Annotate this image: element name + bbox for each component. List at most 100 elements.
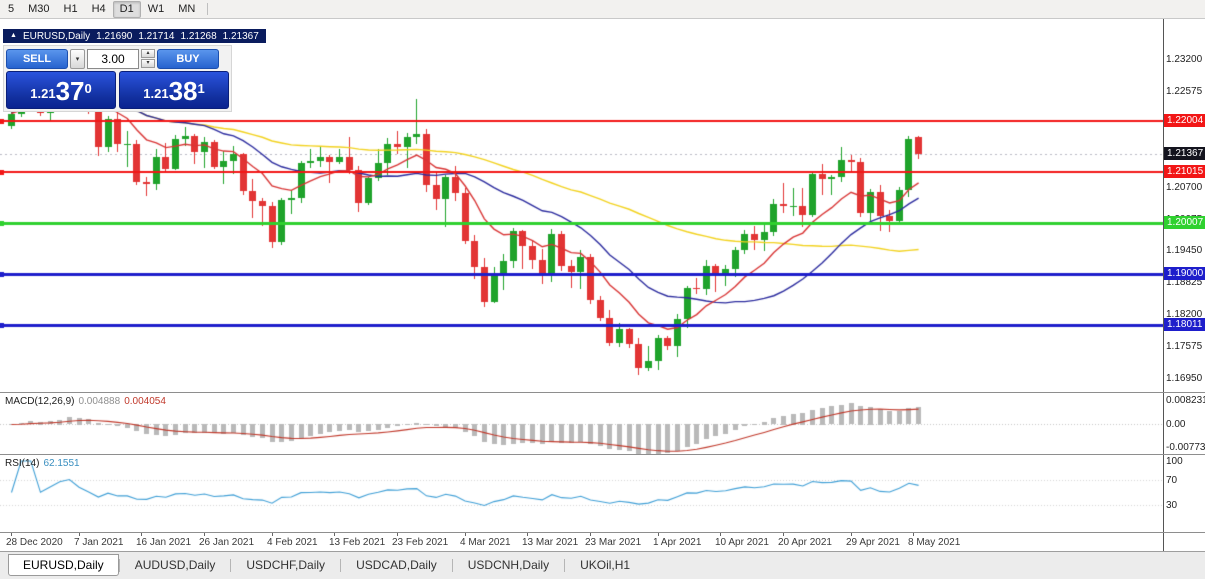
buy-price-pips: 38 xyxy=(168,76,198,106)
macd-axis-tick: 0.008231 xyxy=(1166,395,1205,406)
rsi-axis-tick: 100 xyxy=(1166,456,1183,467)
level-price-tag: 1.19000 xyxy=(1164,267,1205,280)
rsi-axis-tick: 30 xyxy=(1166,500,1178,511)
ohlc-low: 1.21268 xyxy=(180,30,217,42)
tab-separator xyxy=(564,559,566,572)
tab-separator xyxy=(340,559,342,572)
date-label: 28 Dec 2020 xyxy=(6,537,63,548)
sell-price-button[interactable]: 1.21 37 0 xyxy=(6,71,116,109)
price-axis-tick: 1.23200 xyxy=(1166,54,1203,65)
volume-decrease-button[interactable]: ▾ xyxy=(141,59,155,68)
tab-separator xyxy=(230,559,232,572)
level-price-tag: 1.20007 xyxy=(1164,216,1205,229)
date-label: 8 May 2021 xyxy=(908,537,961,548)
buy-price-button[interactable]: 1.21 38 1 xyxy=(119,71,229,109)
ohlc-close: 1.21367 xyxy=(222,30,259,42)
macd-main-value: 0.004888 xyxy=(78,396,121,407)
timeframe-button-mn[interactable]: MN xyxy=(178,2,196,15)
tab-separator xyxy=(118,559,120,572)
chart-tab-eurusd[interactable]: EURUSD,Daily xyxy=(8,554,119,576)
date-tick xyxy=(527,533,528,536)
date-tick xyxy=(658,533,659,536)
price-axis-tick: 1.18200 xyxy=(1166,309,1203,320)
buy-button[interactable]: BUY xyxy=(157,48,219,69)
timeframe-button-d1[interactable]: D1 xyxy=(112,0,141,18)
price-axis-tick: 1.16950 xyxy=(1166,373,1203,384)
date-label: 20 Apr 2021 xyxy=(778,537,832,548)
chart-tab-usdcnh[interactable]: USDCNH,Daily xyxy=(467,558,550,572)
level-price-tag: 1.22004 xyxy=(1164,114,1205,127)
date-label: 16 Jan 2021 xyxy=(136,537,192,548)
date-label: 23 Feb 2021 xyxy=(392,537,449,548)
timeframe-button-5[interactable]: 5 xyxy=(8,2,15,15)
date-tick xyxy=(851,533,852,536)
price-axis-tick: 1.18825 xyxy=(1166,277,1203,288)
price-axis-tick: 1.22575 xyxy=(1166,86,1203,97)
level-price-tag: 1.18011 xyxy=(1164,318,1205,331)
rsi-label: RSI(14) 62.1551 xyxy=(5,458,80,469)
sell-price-point: 0 xyxy=(84,81,92,96)
macd-signal-value: 0.004054 xyxy=(124,396,166,407)
chart-symbol: EURUSD,Daily xyxy=(22,30,91,42)
volume-increase-button[interactable]: ▴ xyxy=(141,49,155,58)
date-tick xyxy=(11,533,12,536)
chart-tab-usdchf[interactable]: USDCHF,Daily xyxy=(246,558,326,572)
volume-dropdown-button[interactable]: ▾ xyxy=(70,48,85,69)
timeframe-button-h1[interactable]: H1 xyxy=(63,2,78,15)
price-axis-tick: 1.17575 xyxy=(1166,341,1203,352)
buy-price-point: 1 xyxy=(197,81,205,96)
ohlc-open: 1.21690 xyxy=(96,30,133,42)
chart-tab-ukoil[interactable]: UKOil,H1 xyxy=(580,558,631,572)
date-label: 26 Jan 2021 xyxy=(199,537,255,548)
date-tick xyxy=(783,533,784,536)
macd-label: MACD(12,26,9) 0.004888 0.004054 xyxy=(5,396,166,407)
price-axis[interactable]: 1.232001.225751.219501.213251.207001.200… xyxy=(1163,19,1205,551)
chart-title-bar[interactable]: ▲ EURUSD,Daily 1.21690 1.21714 1.21268 1… xyxy=(3,29,266,43)
date-label: 29 Apr 2021 xyxy=(846,537,900,548)
rsi-value: 62.1551 xyxy=(43,458,80,469)
level-price-tag: 1.21015 xyxy=(1164,165,1205,178)
chart-tab-usdcad[interactable]: USDCAD,Daily xyxy=(356,558,437,572)
price-axis-tick: 1.19450 xyxy=(1166,245,1203,256)
date-label: 10 Apr 2021 xyxy=(715,537,769,548)
timeframe-button-m30[interactable]: M30 xyxy=(28,2,50,15)
date-label: 4 Mar 2021 xyxy=(460,537,511,548)
sell-price-base: 1.21 xyxy=(30,86,56,101)
macd-indicator-canvas[interactable] xyxy=(0,393,1163,454)
date-tick xyxy=(465,533,466,536)
date-tick xyxy=(204,533,205,536)
rsi-indicator-canvas[interactable] xyxy=(0,455,1163,532)
date-label: 7 Jan 2021 xyxy=(74,537,124,548)
rsi-name: RSI(14) xyxy=(5,458,40,469)
macd-axis-tick: 0.00 xyxy=(1166,419,1186,430)
date-label: 13 Mar 2021 xyxy=(522,537,579,548)
panel-separator[interactable] xyxy=(0,454,1205,455)
timeframe-button-w1[interactable]: W1 xyxy=(147,2,165,15)
date-tick xyxy=(141,533,142,536)
buy-price-base: 1.21 xyxy=(143,86,169,101)
volume-stepper: ▴ ▾ xyxy=(141,49,155,68)
date-label: 23 Mar 2021 xyxy=(585,537,642,548)
price-axis-tick: 1.20700 xyxy=(1166,182,1203,193)
macd-name: MACD(12,26,9) xyxy=(5,396,75,407)
volume-input[interactable] xyxy=(87,48,139,69)
tab-separator xyxy=(451,559,453,572)
panel-separator[interactable] xyxy=(0,392,1205,393)
date-label: 13 Feb 2021 xyxy=(329,537,386,548)
chart-tabbar: EURUSD,Daily AUDUSD,Daily USDCHF,Daily USDC… xyxy=(0,551,1205,579)
date-tick xyxy=(720,533,721,536)
panel-separator[interactable] xyxy=(0,532,1205,533)
chevron-down-icon: ▾ xyxy=(75,55,80,63)
chart-tab-audusd[interactable]: AUDUSD,Daily xyxy=(134,558,216,572)
timeframe-button-h4[interactable]: H4 xyxy=(91,2,106,15)
collapse-icon[interactable]: ▲ xyxy=(10,32,17,39)
sell-button[interactable]: SELL xyxy=(6,48,68,69)
date-axis[interactable]: 28 Dec 2020 7 Jan 2021 16 Jan 2021 26 Jan 2… xyxy=(0,533,1163,551)
date-tick xyxy=(590,533,591,536)
toolbar-separator xyxy=(207,3,209,15)
ohlc-high: 1.21714 xyxy=(138,30,175,42)
rsi-axis-tick: 70 xyxy=(1166,475,1178,486)
